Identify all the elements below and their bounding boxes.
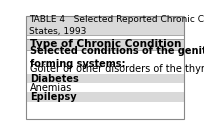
Bar <box>26 35 184 39</box>
Text: TABLE 4   Selected Reported Chronic Conditions, Number p
States, 1993: TABLE 4 Selected Reported Chronic Condit… <box>29 15 204 36</box>
Bar <box>26 65 184 74</box>
Bar <box>26 16 184 35</box>
Bar <box>26 50 184 65</box>
Text: Epilepsy: Epilepsy <box>30 92 77 102</box>
Text: Goiter or other disorders of the thyroid: Goiter or other disorders of the thyroid <box>30 64 204 74</box>
Bar <box>26 74 184 83</box>
Text: Anemias: Anemias <box>30 83 72 93</box>
Text: Type of Chronic Condition: Type of Chronic Condition <box>30 39 182 49</box>
Text: Diabetes: Diabetes <box>30 74 79 83</box>
Bar <box>26 83 184 92</box>
Text: Selected conditions of the genitourinary, nervous, endocrine, meta
forming syste: Selected conditions of the genitourinary… <box>30 46 204 69</box>
Bar <box>26 92 184 102</box>
Bar <box>26 39 184 50</box>
